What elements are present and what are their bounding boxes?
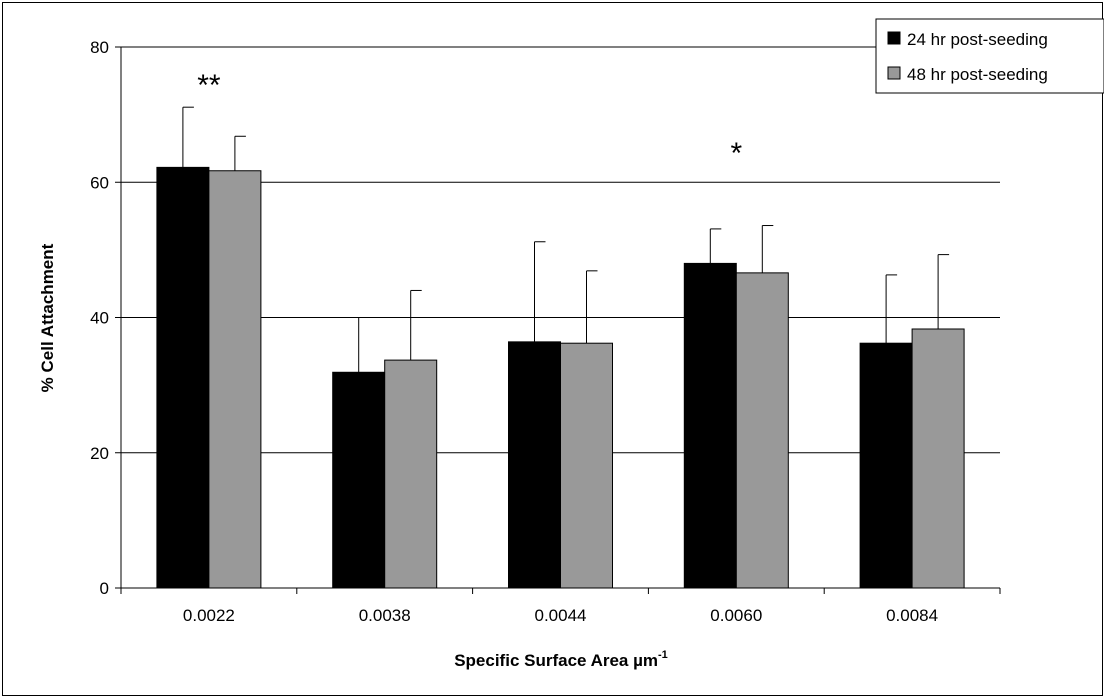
bar-48hr-0.0060: [735, 272, 789, 589]
significance-marker: **: [197, 69, 221, 102]
legend-swatch-48hr: [887, 66, 901, 80]
bar-48hr-0.0084: [911, 328, 965, 589]
bar-24hr-0.0060: [683, 262, 737, 589]
bar-48hr-0.0044: [560, 342, 613, 589]
legend-box: [875, 18, 1104, 94]
x-tick-label: 0.0022: [183, 606, 235, 625]
y-tick-label: 20: [90, 444, 109, 463]
legend-swatch-24hr: [887, 31, 901, 45]
significance-marker: *: [730, 137, 742, 170]
bar-24hr-0.0084: [859, 342, 913, 589]
y-tick-label: 80: [90, 38, 109, 57]
bars: [156, 166, 965, 589]
legend-label-48hr: 48 hr post-seeding: [907, 65, 1048, 84]
y-tick-label: 60: [90, 173, 109, 192]
x-axis-title: Specific Surface Area µm-1: [454, 649, 668, 670]
legend-label-24hr: 24 hr post-seeding: [907, 30, 1048, 49]
x-tick-label: 0.0060: [710, 606, 762, 625]
y-tick-label: 0: [100, 579, 109, 598]
y-tick-label: 40: [90, 309, 109, 328]
significance-annotations: ***: [197, 69, 742, 170]
bar-24hr-0.0038: [332, 371, 386, 589]
bar-24hr-0.0022: [156, 166, 210, 589]
bar-48hr-0.0022: [208, 170, 262, 589]
x-axis-title-superscript: -1: [658, 649, 668, 661]
axes: [115, 46, 1001, 594]
legend: 24 hr post-seeding 48 hr post-seeding: [875, 18, 1104, 94]
x-tick-label: 0.0044: [535, 606, 587, 625]
tick-labels: 0 20 40 60 80 0.0022 0.0038 0.0044 0.0060 0.0084: [90, 38, 938, 625]
bar-48hr-0.0038: [384, 359, 438, 589]
x-tick-label: 0.0038: [359, 606, 411, 625]
error-bars: [182, 106, 950, 373]
x-axis-title-main: Specific Surface Area µm: [454, 651, 658, 670]
y-axis-title: % Cell Attachment: [38, 243, 57, 392]
x-tick-label: 0.0084: [886, 606, 938, 625]
bar-24hr-0.0044: [508, 341, 561, 589]
